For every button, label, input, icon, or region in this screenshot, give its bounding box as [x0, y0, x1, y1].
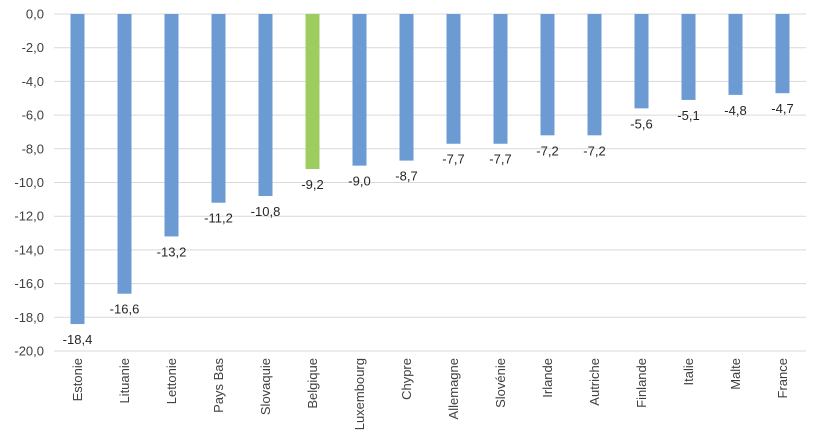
- bar-slovaquie: [258, 14, 273, 196]
- x-category-label: Allemagne: [446, 358, 461, 419]
- bar-pays-bas: [211, 14, 226, 203]
- bar-irlande: [540, 14, 555, 136]
- bars: [70, 14, 790, 325]
- x-category-label: France: [775, 358, 790, 398]
- bar-slovénie: [493, 14, 508, 144]
- data-label: -11,2: [204, 211, 233, 226]
- y-tick-label: -12,0: [14, 209, 44, 224]
- gridlines: [54, 13, 806, 352]
- x-category-label: Malte: [728, 358, 743, 390]
- y-tick-label: -8,0: [22, 141, 44, 156]
- bar-italie: [681, 14, 696, 100]
- y-tick-label: 0,0: [26, 7, 44, 22]
- data-label: -13,2: [157, 244, 187, 259]
- data-label: -7,2: [536, 143, 558, 158]
- data-label: -5,6: [630, 116, 652, 131]
- bar-autriche: [587, 14, 602, 136]
- x-category-label: Pays Bas: [211, 358, 226, 413]
- x-category-label: Slovénie: [493, 358, 508, 408]
- x-category-label: Slovaquie: [258, 358, 273, 415]
- data-label: -10,8: [251, 204, 281, 219]
- bar-chypre: [399, 14, 414, 161]
- y-tick-label: -2,0: [22, 40, 44, 55]
- x-category-label: Estonie: [70, 358, 85, 401]
- bar-belgique: [305, 14, 320, 170]
- data-label: -7,7: [489, 152, 511, 167]
- bar-estonie: [70, 14, 85, 325]
- data-label: -4,7: [771, 101, 793, 116]
- x-category-label: Lettonie: [164, 358, 179, 404]
- x-category-label: Autriche: [587, 358, 602, 406]
- data-label: -16,6: [110, 302, 140, 317]
- data-label: -4,8: [724, 103, 746, 118]
- y-tick-label: -4,0: [22, 74, 44, 89]
- bar-france: [775, 14, 790, 94]
- bar-allemagne: [446, 14, 461, 144]
- x-axis-category-labels: Estonie Lituanie Lettonie Pays Bas Slovaquie…: [70, 358, 790, 431]
- y-tick-label: -6,0: [22, 108, 44, 123]
- bar-malte: [728, 14, 743, 95]
- y-tick-label: -20,0: [14, 344, 44, 359]
- data-label: -7,7: [442, 152, 464, 167]
- y-axis-ticks: 0,0 -2,0 -4,0 -6,0 -8,0 -10,0 -12,0 -14,0 -16,0 -…: [14, 7, 44, 359]
- data-label: -5,1: [677, 108, 699, 123]
- x-category-label: Chypre: [399, 358, 414, 400]
- data-label: -9,2: [301, 177, 323, 192]
- y-tick-label: -18,0: [14, 310, 44, 325]
- data-label: -9,0: [348, 174, 370, 189]
- x-category-label: Irlande: [540, 358, 555, 398]
- y-tick-label: -10,0: [14, 175, 44, 190]
- x-category-label: Italie: [681, 358, 696, 385]
- y-tick-label: -14,0: [14, 242, 44, 257]
- x-category-label: Belgique: [305, 358, 320, 409]
- y-tick-label: -16,0: [14, 276, 44, 291]
- data-label: -8,7: [395, 169, 417, 184]
- data-label: -18,4: [63, 332, 93, 347]
- bar-lituanie: [117, 14, 132, 294]
- x-category-label: Lituanie: [117, 358, 132, 404]
- bar-luxembourg: [352, 14, 367, 166]
- x-category-label: Luxembourg: [352, 358, 367, 430]
- bar-lettonie: [164, 14, 179, 237]
- bar-finlande: [634, 14, 649, 109]
- data-label: -7,2: [583, 143, 605, 158]
- x-category-label: Finlande: [634, 358, 649, 408]
- data-labels: -18,4 -16,6 -13,2 -11,2 -10,8 -9,2 -9,0 -8,7 -7,…: [63, 101, 794, 347]
